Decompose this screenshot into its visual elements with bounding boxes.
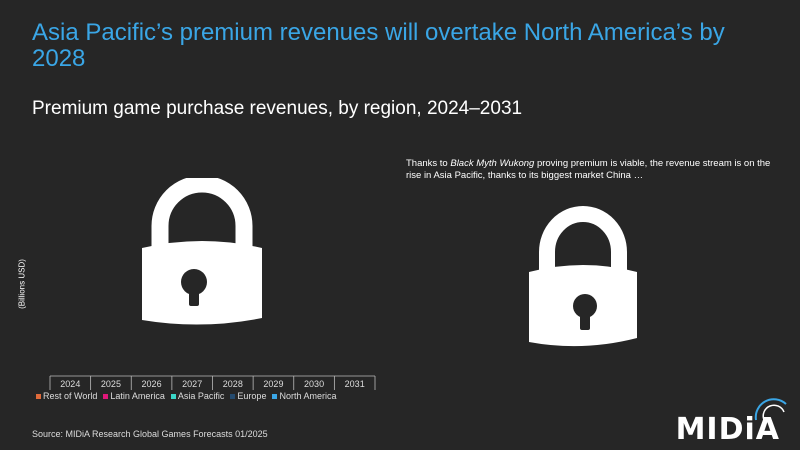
source-note: Source: MIDiA Research Global Games Fore… [32,429,268,439]
commentary-game-title: Black Myth Wukong [450,158,535,169]
midia-logo: MIDiA [675,412,780,447]
logo-arc-icon [754,398,787,421]
x-tick-label: 2030 [304,379,324,389]
legend-label: Europe [237,391,267,401]
x-tick-label: 2029 [263,379,283,389]
legend-item: Europe [230,391,266,401]
legend-label: Asia Pacific [177,391,225,401]
legend-swatch [272,393,278,399]
chart-subtitle: Premium game purchase revenues, by regio… [32,98,523,119]
legend-swatch [230,393,236,399]
x-tick-label: 2031 [345,379,365,389]
chart-legend: Rest of World Latin America Asia Pacific Eu… [36,391,336,401]
legend-item: Asia Pacific [170,391,225,401]
x-tick-label: 2025 [101,379,121,389]
x-tick-label: 2027 [182,379,202,389]
lock-icon [529,206,637,347]
commentary-text: Thanks to Black Myth Wukong proving prem… [406,158,776,182]
page-title: Asia Pacific’s premium revenues will ove… [32,19,725,72]
legend-swatch [103,393,109,399]
legend-item: Latin America [103,391,165,401]
legend-label: Rest of World [43,391,98,401]
legend-swatch [170,393,176,399]
x-tick-label: 2024 [60,379,80,389]
legend-label: North America [279,391,337,401]
legend-swatch [36,393,41,399]
x-tick-label: 2026 [142,379,162,389]
legend-item: North America [272,391,336,401]
x-tick-label: 2028 [223,379,243,389]
legend-label: Latin America [110,391,165,401]
commentary-pre: Thanks to [406,158,451,169]
legend-item: Rest of World [36,391,97,401]
commentary-post: proving premium is viable, the revenue s… [406,158,771,181]
lock-icon [142,178,262,325]
